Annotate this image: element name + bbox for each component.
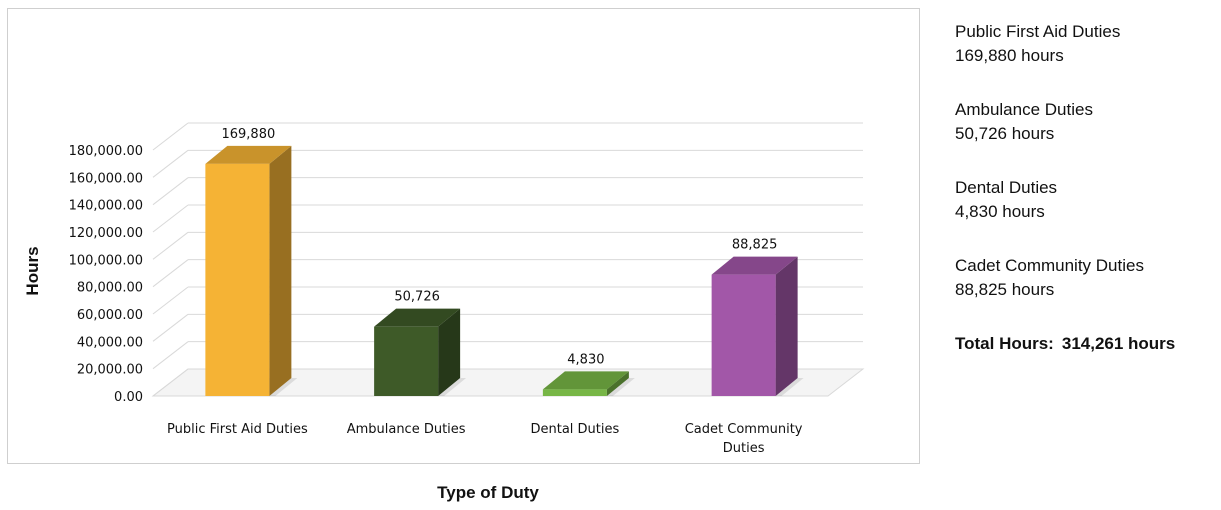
gridline-side [152,368,189,397]
gridline-side [152,259,189,288]
gridline-side [152,177,189,206]
category-label-line: Ambulance Duties [347,422,466,437]
summary-item-hours: 169,880 hours [955,46,1064,65]
y-tick-label: 0.00 [114,390,143,405]
category-label: Dental Duties [530,422,619,437]
gridline-side [152,341,189,370]
bar [542,371,635,396]
category-label: Public First Aid Duties [167,422,308,437]
gridline-side [152,313,189,342]
x-axis-categories: Public First Aid Duties Ambulance Duties D… [167,422,803,456]
bar [205,145,298,396]
bar-front [374,326,439,396]
chart-frame: 0.00 20,000.00 40,000.00 60,000.00 80,000.00… [7,8,920,464]
y-tick-label: 160,000.00 [69,171,143,186]
bar-side [269,145,292,396]
summary-list: Public First Aid Duties 169,880 hours Ambu… [955,20,1217,302]
y-tick-label: 20,000.00 [77,363,143,378]
gridline-side [152,204,189,233]
x-axis-label: Type of Duty [437,483,539,502]
data-label: 50,726 [394,290,440,305]
bars: 169,880 50,726 4,830 88,825 [205,127,804,396]
bar-side [438,308,461,396]
summary-item-hours: 88,825 hours [955,280,1055,299]
y-tick-label: 40,000.00 [77,335,143,350]
summary-item: Public First Aid Duties 169,880 hours [955,20,1217,68]
gridline-side [152,286,189,315]
gridline-side [152,231,189,260]
y-tick-label: 100,000.00 [69,253,143,268]
category-label-line: Public First Aid Duties [167,422,308,437]
y-axis-ticks: 0.00 20,000.00 40,000.00 60,000.00 80,000.00… [69,144,143,405]
data-label: 4,830 [567,352,604,367]
bar-top [374,308,461,327]
total-hours-value: 314,261 hours [1061,334,1176,353]
bar-top [205,145,292,164]
summary-item-name: Dental Duties [955,178,1058,197]
bar [711,256,804,396]
bar [374,308,467,396]
total-hours-label: Total Hours: [955,334,1054,353]
total-hours: Total Hours: 314,261 hours [955,332,1217,356]
summary-item: Cadet Community Duties 88,825 hours [955,254,1217,302]
summary-item: Ambulance Duties 50,726 hours [955,98,1217,146]
summary-item-hours: 50,726 hours [955,124,1055,143]
gridline-side [152,122,189,151]
data-label: 88,825 [732,238,778,253]
bar-top [711,256,798,275]
bar-top [542,371,629,390]
category-label: Ambulance Duties [347,422,466,437]
y-tick-label: 120,000.00 [69,226,143,241]
bar-front [542,389,607,396]
category-label-line: Duties [723,441,765,456]
category-label-line: Dental Duties [530,422,619,437]
bar-side [775,256,798,396]
y-tick-label: 60,000.00 [77,308,143,323]
gridline-side [152,149,189,178]
summary-item-name: Ambulance Duties [955,100,1093,119]
bar-front [711,274,776,396]
bar-front [205,163,270,396]
bar-side [606,371,629,396]
category-label-line: Cadet Community [685,422,803,437]
y-tick-label: 80,000.00 [77,281,143,296]
summary-panel: Public First Aid Duties 169,880 hours Ambu… [955,20,1217,356]
summary-item-hours: 4,830 hours [955,202,1045,221]
bar-chart: 0.00 20,000.00 40,000.00 60,000.00 80,000.00… [23,122,865,456]
data-label: 169,880 [221,127,275,142]
y-axis-label: Hours [23,246,42,295]
y-tick-label: 140,000.00 [69,199,143,214]
summary-item-name: Public First Aid Duties [955,22,1121,41]
y-tick-label: 180,000.00 [69,144,143,159]
summary-item-name: Cadet Community Duties [955,256,1144,275]
category-label: Cadet Community Duties [685,422,803,456]
summary-item: Dental Duties 4,830 hours [955,176,1217,224]
